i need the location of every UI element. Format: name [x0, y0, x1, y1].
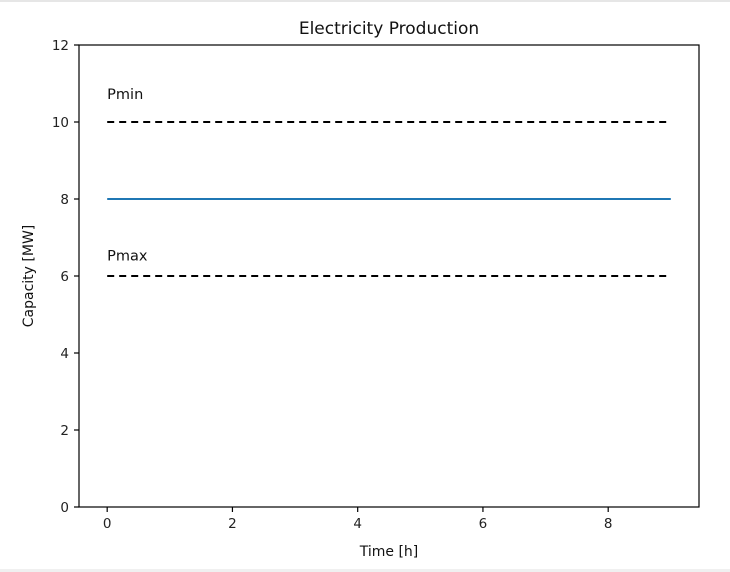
- annotation-label: Pmin: [107, 87, 143, 103]
- y-tick-label: 6: [60, 269, 69, 285]
- chart-title: Electricity Production: [299, 19, 479, 39]
- y-tick-label: 2: [60, 423, 69, 439]
- y-tick-label: 12: [52, 38, 69, 54]
- x-tick-label: 8: [604, 516, 613, 532]
- y-axis-label: Capacity [MW]: [21, 225, 37, 327]
- x-axis-label: Time [h]: [359, 544, 419, 560]
- annotation-label: Pmax: [107, 249, 148, 265]
- y-tick-label: 0: [60, 500, 69, 516]
- x-tick-label: 0: [103, 516, 112, 532]
- plot-area: 0 2 4 6 8 0 2 4 6 8 10 12 Pmin Pmax: [52, 38, 700, 532]
- window-top-border: [0, 0, 730, 2]
- window-bottom-border: [0, 569, 730, 572]
- x-tick-label: 2: [228, 516, 237, 532]
- y-tick-label: 10: [52, 115, 69, 131]
- x-tick-label: 6: [479, 516, 488, 532]
- x-tick-label: 4: [353, 516, 362, 532]
- y-tick-label: 4: [60, 346, 69, 362]
- y-tick-label: 8: [60, 192, 69, 208]
